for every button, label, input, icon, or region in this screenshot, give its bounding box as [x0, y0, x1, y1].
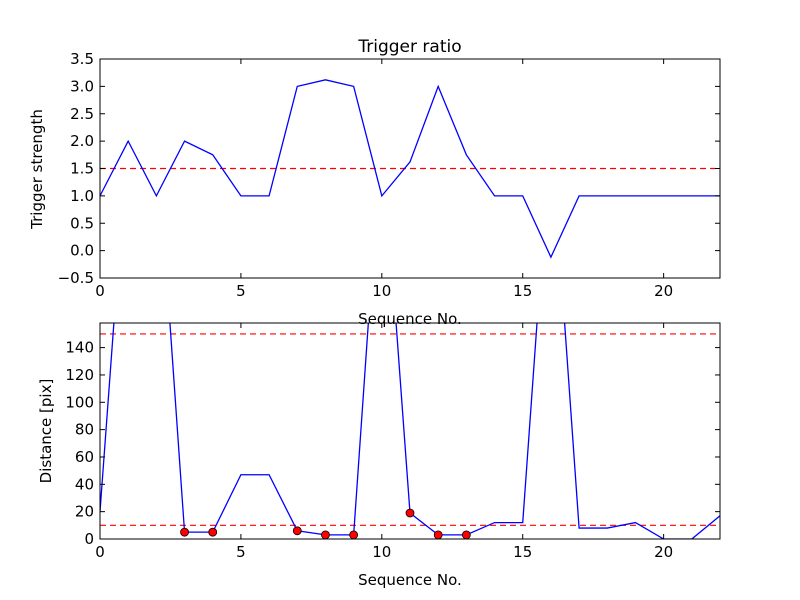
data-point-marker: [349, 530, 359, 540]
x-tick-label: 0: [95, 282, 105, 300]
y-tick-label: 1.0: [70, 187, 94, 205]
distance-chart: 0 5 10 15 20 0 20 40 60 80 100 120 140 Sequence No.…: [37, 322, 721, 589]
y-tick-label: 40: [75, 475, 94, 493]
y-tick-label: 2.5: [70, 105, 94, 123]
y-axis-ticks: −0.5 0.0 0.5 1.0 1.5 2.0 2.5 3.0 3.5: [58, 50, 720, 287]
y-tick-label: −0.5: [58, 269, 94, 287]
x-axis-label: Sequence No.: [358, 310, 462, 328]
x-tick-label: 15: [513, 282, 532, 300]
plot-content: [100, 79, 720, 259]
y-tick-label: 3.0: [70, 77, 94, 95]
data-point-marker: [180, 527, 189, 537]
x-tick-label: 20: [654, 543, 673, 561]
data-point-marker: [208, 527, 218, 537]
y-tick-label: 140: [65, 339, 94, 357]
data-point-marker: [292, 526, 302, 536]
x-tick-label: 5: [236, 282, 246, 300]
data-point-marker: [433, 530, 443, 540]
y-tick-label: 0.5: [70, 214, 94, 232]
data-point-marker: [321, 530, 330, 540]
y-axis-label: Trigger strength: [28, 109, 46, 230]
x-tick-label: 20: [654, 282, 673, 300]
series-line: [100, 79, 720, 259]
y-tick-label: 100: [65, 393, 94, 411]
x-axis-label: Sequence No.: [358, 571, 462, 589]
y-tick-label: 0.0: [70, 242, 94, 260]
x-tick-label: 15: [513, 543, 532, 561]
plot-content: [100, 323, 720, 540]
data-point-marker: [461, 530, 471, 540]
y-tick-label: 80: [75, 421, 94, 439]
y-tick-label: 60: [75, 448, 94, 466]
trigger-ratio-chart: Trigger ratio 0 5 10 15 20 −0.5 0.0 0.5 1.0 1.5 2…: [28, 37, 721, 328]
x-tick-label: 10: [372, 282, 391, 300]
y-tick-label: 1.5: [70, 160, 94, 178]
y-tick-label: 2.0: [70, 132, 94, 150]
x-axis-ticks: 0 5 10 15 20: [95, 323, 673, 561]
y-axis-label: Distance [pix]: [37, 379, 55, 484]
axes-frame: [99, 322, 721, 540]
y-tick-label: 0: [84, 530, 94, 548]
y-axis-ticks: 0 20 40 60 80 100 120 140: [65, 339, 720, 548]
y-tick-label: 3.5: [70, 50, 94, 68]
x-tick-label: 10: [372, 543, 391, 561]
x-tick-label: 0: [95, 543, 105, 561]
data-point-marker: [405, 508, 415, 518]
y-tick-label: 20: [75, 503, 94, 521]
x-tick-label: 5: [236, 543, 246, 561]
y-tick-label: 120: [65, 366, 94, 384]
x-axis-ticks: 0 5 10 15 20: [95, 59, 673, 300]
chart-title: Trigger ratio: [357, 37, 461, 57]
